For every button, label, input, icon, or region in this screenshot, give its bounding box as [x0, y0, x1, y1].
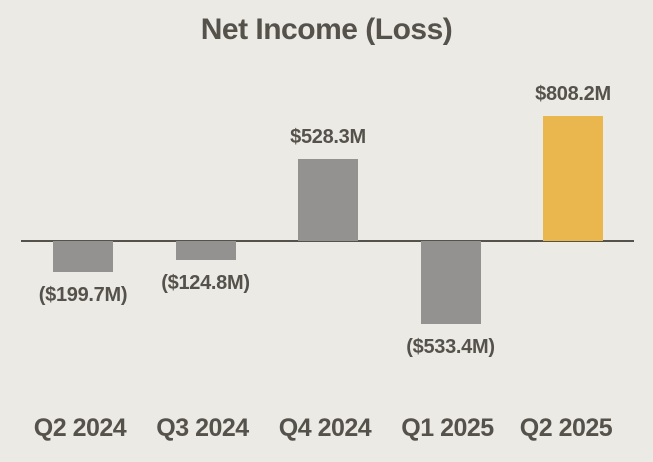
bar-q3-2024	[175, 241, 236, 260]
bar-q2-2025	[543, 116, 603, 241]
bar-value-label: ($199.7M)	[38, 284, 128, 306]
x-axis-zero-line	[21, 240, 634, 242]
bar-q4-2024	[298, 159, 358, 241]
chart-title: Net Income (Loss)	[200, 13, 453, 46]
x-axis-label: Q1 2025	[401, 414, 494, 442]
bar-value-label: $528.3M	[290, 126, 366, 148]
bar-q2-2024	[53, 241, 113, 272]
x-axis-label: Q4 2024	[278, 414, 372, 442]
x-axis-label: Q2 2024	[33, 414, 127, 442]
x-axis-label: Q2 2025	[519, 414, 613, 442]
bar-value-label: ($124.8M)	[161, 272, 250, 294]
bar-q1-2025	[420, 241, 481, 324]
x-axis-label: Q3 2024	[156, 414, 249, 442]
bar-value-label: ($533.4M)	[406, 336, 495, 358]
bar-value-label: $808.2M	[535, 83, 611, 105]
